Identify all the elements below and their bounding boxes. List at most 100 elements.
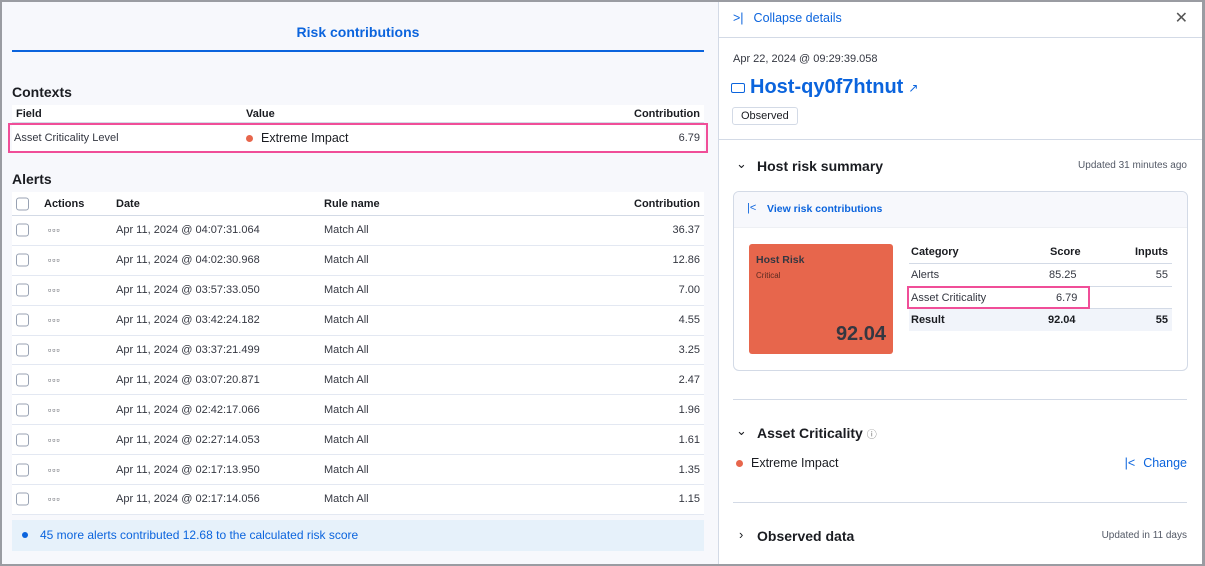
- card-header: |< View risk contributions: [734, 192, 1187, 228]
- score: 6.79: [1056, 292, 1078, 304]
- table-row: ▫▫▫ Apr 11, 2024 @ 04:02:30.968 Match Al…: [12, 246, 704, 276]
- row-checkbox[interactable]: [16, 343, 29, 357]
- actions-menu-icon[interactable]: ▫▫▫: [48, 255, 61, 266]
- host-details-flyout: >| Collapse details ✕ Apr 22, 2024 @ 09:2…: [718, 2, 1202, 564]
- risk-summary-card: |< View risk contributions Host Risk Cri…: [733, 191, 1188, 371]
- observed-data-title[interactable]: Observed data: [757, 528, 855, 544]
- chevron-down-icon[interactable]: ⌄: [736, 156, 747, 171]
- row-checkbox[interactable]: [16, 313, 29, 327]
- contribution: 2.47: [678, 373, 700, 386]
- table-row: ▫▫▫ Apr 11, 2024 @ 03:42:24.182 Match Al…: [12, 306, 704, 336]
- select-all-checkbox[interactable]: [16, 197, 29, 210]
- view-risk-contributions-link[interactable]: View risk contributions: [767, 203, 883, 215]
- rule-name: Match All: [324, 344, 369, 356]
- score: 92.04: [1048, 314, 1076, 326]
- risk-label: Host Risk: [756, 254, 805, 266]
- date: Apr 11, 2024 @ 02:42:17.066: [116, 403, 260, 416]
- row-checkbox[interactable]: [16, 403, 29, 417]
- date: Apr 11, 2024 @ 04:07:31.064: [116, 224, 260, 237]
- tab-risk-contributions[interactable]: Risk contributions: [296, 24, 420, 40]
- collapse-details-button[interactable]: >| Collapse details: [733, 11, 842, 25]
- row-checkbox[interactable]: [16, 492, 29, 506]
- row-checkbox[interactable]: [16, 223, 29, 237]
- field: Asset Criticality Level: [14, 132, 119, 144]
- actions-menu-icon[interactable]: ▫▫▫: [48, 464, 61, 475]
- table-header: Category Score Inputs: [909, 244, 1172, 264]
- category: Alerts: [911, 269, 940, 281]
- date: Apr 11, 2024 @ 02:17:14.056: [116, 493, 260, 506]
- risk-category-table: Category Score Inputs Alerts 85.25 55 As…: [907, 244, 1172, 334]
- contexts-heading: Contexts: [12, 84, 72, 100]
- risk-score: 92.04: [835, 323, 886, 345]
- category: Result: [911, 314, 945, 326]
- contribution: 1.96: [678, 403, 700, 416]
- category: Asset Criticality: [911, 292, 987, 304]
- context-row: Asset Criticality Level Extreme Impact 6…: [8, 123, 708, 153]
- more-alerts-callout: 45 more alerts contributed 12.68 to the …: [12, 520, 704, 551]
- row-checkbox[interactable]: [16, 433, 29, 447]
- col-contribution: Contribution: [634, 107, 700, 120]
- close-icon[interactable]: ✕: [1174, 10, 1188, 27]
- asset-criticality-title[interactable]: Asset Criticality ⓘ: [757, 425, 877, 441]
- host-name-link[interactable]: Host-qy0f7htnut: [750, 76, 904, 98]
- row-checkbox[interactable]: [16, 463, 29, 477]
- contribution: 36.37: [672, 224, 700, 237]
- contribution: 1.15: [678, 493, 700, 506]
- table-row: ▫▫▫ Apr 11, 2024 @ 03:57:33.050 Match Al…: [12, 276, 704, 306]
- change-label: Change: [1143, 456, 1187, 470]
- change-criticality-button[interactable]: |< Change: [1125, 456, 1187, 470]
- risk-level: Critical: [756, 271, 781, 280]
- view-contributions-icon[interactable]: |<: [747, 202, 757, 214]
- date: Apr 11, 2024 @ 04:02:30.968: [116, 254, 260, 267]
- rule-name: Match All: [324, 403, 369, 416]
- date: Apr 11, 2024 @ 03:37:21.499: [116, 344, 260, 356]
- collapse-label: Collapse details: [753, 11, 842, 25]
- inputs: 55: [1155, 269, 1168, 281]
- actions-menu-icon[interactable]: ▫▫▫: [48, 225, 61, 236]
- status-dot-icon: [246, 135, 253, 143]
- table-row: ▫▫▫ Apr 11, 2024 @ 02:42:17.066 Match Al…: [12, 395, 704, 426]
- more-alerts-text: 45 more alerts contributed 12.68 to the …: [40, 528, 359, 542]
- actions-menu-icon[interactable]: ▫▫▫: [48, 345, 61, 355]
- actions-menu-icon[interactable]: ▫▫▫: [48, 285, 61, 296]
- row-checkbox[interactable]: [16, 253, 29, 267]
- contribution: 6.79: [678, 132, 700, 144]
- alerts-heading: Alerts: [12, 171, 52, 187]
- table-row: ▫▫▫ Apr 11, 2024 @ 03:37:21.499 Match Al…: [12, 336, 704, 366]
- alerts-table: Actions Date Rule name Contribution ▫▫▫ …: [12, 192, 704, 515]
- criticality-title-text: Asset Criticality: [757, 425, 863, 441]
- timestamp: Apr 22, 2024 @ 09:29:39.058: [733, 53, 878, 65]
- contexts-table: Field Value Contribution Asset Criticali…: [8, 105, 708, 153]
- info-icon[interactable]: ⓘ: [866, 430, 877, 441]
- date: Apr 11, 2024 @ 02:17:13.950: [116, 463, 260, 476]
- criticality-value: Extreme Impact: [751, 456, 839, 470]
- host-risk-score-tile: Host Risk Critical 92.04: [749, 244, 893, 354]
- chevron-right-icon[interactable]: ›: [739, 527, 744, 542]
- date: Apr 11, 2024 @ 03:57:33.050: [116, 284, 260, 297]
- rule-name: Match All: [324, 463, 369, 476]
- row-checkbox[interactable]: [16, 283, 29, 297]
- actions-menu-icon[interactable]: ▫▫▫: [48, 494, 61, 505]
- rule-name: Match All: [324, 224, 369, 237]
- score: 85.25: [1049, 269, 1077, 281]
- date: Apr 11, 2024 @ 03:42:24.182: [116, 314, 260, 327]
- value: Extreme Impact: [261, 131, 349, 145]
- table-row: ▫▫▫ Apr 11, 2024 @ 02:17:14.056 Match Al…: [12, 485, 704, 515]
- rule-name: Match All: [324, 493, 369, 506]
- actions-menu-icon[interactable]: ▫▫▫: [48, 315, 61, 326]
- actions-menu-icon[interactable]: ▫▫▫: [48, 434, 61, 445]
- host-icon: [731, 82, 745, 93]
- chevron-down-icon[interactable]: ⌄: [736, 423, 747, 438]
- summary-updated: Updated 31 minutes ago: [1078, 160, 1187, 171]
- actions-menu-icon[interactable]: ▫▫▫: [48, 374, 61, 385]
- table-row: ▫▫▫ Apr 11, 2024 @ 02:27:14.053 Match Al…: [12, 425, 704, 456]
- host-risk-summary-title[interactable]: Host risk summary: [757, 158, 884, 174]
- contribution: 3.25: [678, 344, 700, 356]
- actions-menu-icon[interactable]: ▫▫▫: [48, 404, 61, 415]
- col-field: Field: [16, 107, 42, 120]
- result-row: Result 92.04 55: [909, 309, 1172, 331]
- external-link-icon[interactable]: ↗: [908, 80, 919, 95]
- contribution: 7.00: [678, 284, 700, 297]
- row-checkbox[interactable]: [16, 373, 29, 387]
- inputs: 55: [1155, 314, 1168, 326]
